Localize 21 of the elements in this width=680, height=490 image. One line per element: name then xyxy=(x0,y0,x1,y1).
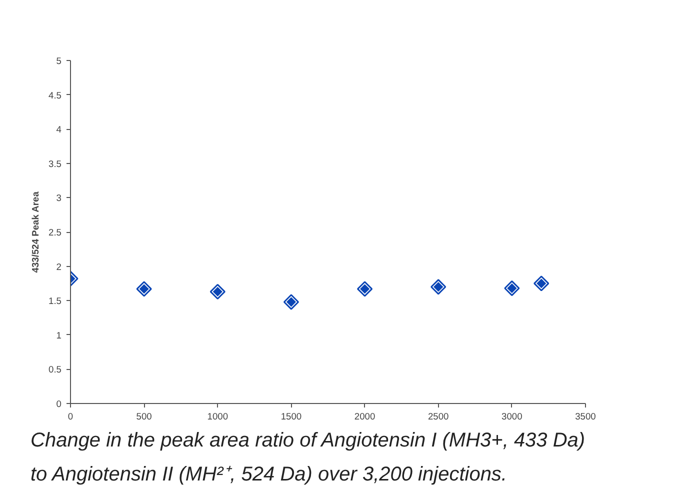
x-tick-label: 1000 xyxy=(207,412,228,422)
y-tick-label: 1 xyxy=(56,330,62,340)
x-tick-label: 1500 xyxy=(280,412,302,422)
x-tick-label: 500 xyxy=(136,412,152,422)
y-tick-label: 4.5 xyxy=(48,90,62,100)
y-tick-label: 1.5 xyxy=(48,296,62,306)
y-tick-label: 0.5 xyxy=(48,364,62,375)
y-axis-title: 433/524 Peak Area xyxy=(30,190,41,273)
text: Change in the peak area ratio of Angiotensin I (MH3+, 433 Da) to Angiotensin II (MH²⁺, 524 Da) over 3,200 injections. xyxy=(30,430,586,486)
x-tick-label: 2500 xyxy=(428,412,449,422)
x-tick-label: 0 xyxy=(68,412,74,422)
x-tick-label: 3000 xyxy=(502,412,522,422)
x-tick-label: 2000 xyxy=(354,412,376,422)
y-tick-label: 3.5 xyxy=(48,158,62,169)
y-tick-label: 0 xyxy=(56,399,62,409)
x-tick-label: 3500 xyxy=(575,412,596,422)
y-tick-label: 5 xyxy=(56,56,62,66)
y-tick-label: 2 xyxy=(56,262,62,272)
y-tick-label: 2.5 xyxy=(48,228,62,238)
y-tick-label: 4 xyxy=(56,124,62,135)
y-tick-label: 3 xyxy=(56,193,62,204)
